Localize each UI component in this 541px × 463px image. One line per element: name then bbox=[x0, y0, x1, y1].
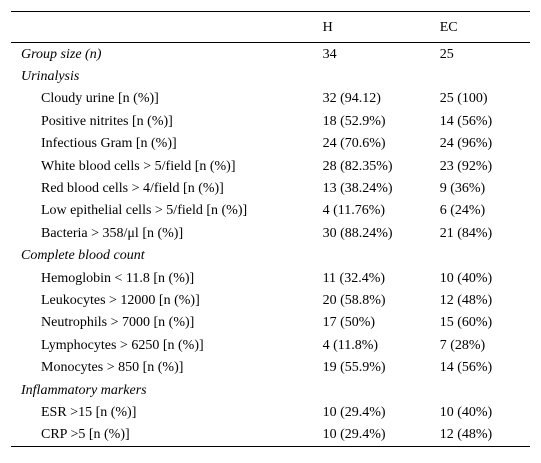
cell-ec: 14 (56%) bbox=[439, 360, 493, 376]
row-label: Neutrophils > 7000 [n (%)] bbox=[41, 315, 195, 331]
row-label: White blood cells > 5/field [n (%)] bbox=[41, 158, 236, 174]
row-label: Infectious Gram [n (%)] bbox=[41, 136, 177, 152]
cell-ec: 21 (84%) bbox=[439, 225, 493, 241]
table-row: Lymphocytes > 6250 [n (%)] 4 (11.8%) 7 (28… bbox=[11, 334, 530, 356]
cell-h: 30 (88.24%) bbox=[322, 225, 393, 241]
cell-ec: 25 bbox=[439, 46, 454, 62]
row-label: Hemoglobin < 11.8 [n (%)] bbox=[41, 270, 195, 286]
cell-h: 11 (32.4%) bbox=[322, 270, 386, 286]
cell-h: 24 (70.6%) bbox=[322, 136, 386, 152]
cell-h bbox=[323, 65, 440, 87]
cell-h: 4 (11.8%) bbox=[322, 337, 379, 353]
cell-ec: 15 (60%) bbox=[439, 315, 493, 331]
cell-h: 34 bbox=[322, 46, 337, 62]
cell-ec: 10 (40%) bbox=[439, 270, 493, 286]
row-label: Leukocytes > 12000 [n (%)] bbox=[41, 292, 200, 308]
row-label: Cloudy urine [n (%)] bbox=[41, 91, 159, 107]
table-row: Cloudy urine [n (%)] 32 (94.12) 25 (100) bbox=[11, 88, 530, 110]
cell-ec: 23 (92%) bbox=[439, 158, 493, 174]
table-row: Leukocytes > 12000 [n (%)] 20 (58.8%) 12 (… bbox=[11, 289, 530, 311]
table-body: Group size (n) 34 25 Urinalysis Cloudy urine… bbox=[11, 43, 530, 448]
cell-ec: 10 (40%) bbox=[439, 404, 493, 420]
data-table-container: H EC Group size (n) 34 25 Urinalysis Cloudy … bbox=[11, 11, 530, 448]
table-row: CRP >5 [n (%)] 10 (29.4%) 12 (48%) bbox=[11, 423, 530, 448]
cell-h: 32 (94.12) bbox=[322, 91, 381, 107]
cell-h: 10 (29.4%) bbox=[322, 404, 386, 420]
header-cell-h: H bbox=[322, 11, 440, 43]
section-row: Inflammatory markers bbox=[11, 379, 530, 401]
table-row: Low epithelial cells > 5/field [n (%)] 4 … bbox=[11, 200, 530, 222]
data-table: H EC Group size (n) 34 25 Urinalysis Cloudy … bbox=[11, 11, 530, 448]
cell-h: 4 (11.76%) bbox=[322, 203, 386, 219]
table-row: Infectious Gram [n (%)] 24 (70.6%) 24 (96%… bbox=[11, 133, 530, 155]
cell-ec: 24 (96%) bbox=[439, 136, 493, 152]
cell-h: 19 (55.9%) bbox=[322, 360, 386, 376]
section-row: Group size (n) 34 25 bbox=[11, 43, 530, 66]
cell-h: 10 (29.4%) bbox=[322, 423, 440, 448]
cell-ec: 9 (36%) bbox=[439, 181, 486, 197]
row-label: Low epithelial cells > 5/field [n (%)] bbox=[41, 203, 248, 219]
cell-ec bbox=[440, 65, 530, 87]
row-label: Group size (n) bbox=[21, 46, 102, 62]
cell-h: 28 (82.35%) bbox=[322, 158, 393, 174]
section-row: Urinalysis bbox=[11, 65, 530, 87]
table-row: Red blood cells > 4/field [n (%)] 13 (38.… bbox=[11, 177, 530, 199]
cell-ec: 6 (24%) bbox=[439, 203, 486, 219]
cell-h: 17 (50%) bbox=[322, 315, 376, 331]
table-row: Hemoglobin < 11.8 [n (%)] 11 (32.4%) 10 (4… bbox=[11, 267, 530, 289]
cell-ec bbox=[440, 245, 530, 267]
row-label: Red blood cells > 4/field [n (%)] bbox=[41, 181, 224, 197]
header-row: H EC bbox=[11, 11, 530, 43]
table-row: Bacteria > 358/μl [n (%)] 30 (88.24%) 21 (… bbox=[11, 222, 530, 244]
row-label: Urinalysis bbox=[21, 69, 80, 85]
cell-h bbox=[323, 379, 440, 401]
header-cell-label bbox=[11, 11, 323, 43]
cell-ec: 7 (28%) bbox=[439, 337, 486, 353]
cell-h: 20 (58.8%) bbox=[322, 292, 386, 308]
row-label: Lymphocytes > 6250 [n (%)] bbox=[41, 337, 204, 353]
cell-h: 18 (52.9%) bbox=[322, 113, 386, 129]
row-label: Monocytes > 850 [n (%)] bbox=[41, 360, 184, 376]
table-header: H EC bbox=[11, 11, 530, 43]
row-label: Positive nitrites [n (%)] bbox=[41, 113, 173, 129]
row-label: Inflammatory markers bbox=[21, 382, 147, 398]
cell-ec: 12 (48%) bbox=[439, 423, 530, 448]
section-row: Complete blood count bbox=[11, 245, 530, 267]
cell-h: 13 (38.24%) bbox=[322, 181, 393, 197]
row-label: Bacteria > 358/μl [n (%)] bbox=[41, 225, 184, 241]
cell-ec: 25 (100) bbox=[439, 91, 488, 107]
table-row: Positive nitrites [n (%)] 18 (52.9%) 14 (5… bbox=[11, 110, 530, 132]
table-row: ESR >15 [n (%)] 10 (29.4%) 10 (40%) bbox=[11, 401, 530, 423]
cell-ec: 14 (56%) bbox=[439, 113, 493, 129]
cell-ec: 12 (48%) bbox=[439, 292, 493, 308]
cell-ec bbox=[440, 379, 530, 401]
row-label: ESR >15 [n (%)] bbox=[41, 404, 137, 420]
row-label: Complete blood count bbox=[21, 248, 145, 264]
row-label: CRP >5 [n (%)] bbox=[11, 423, 323, 448]
table-row: Monocytes > 850 [n (%)] 19 (55.9%) 14 (56%… bbox=[11, 356, 530, 378]
cell-h bbox=[323, 245, 440, 267]
table-row: Neutrophils > 7000 [n (%)] 17 (50%) 15 (60… bbox=[11, 312, 530, 334]
table-row: White blood cells > 5/field [n (%)] 28 (8… bbox=[11, 155, 530, 177]
header-cell-ec: EC bbox=[439, 11, 530, 43]
